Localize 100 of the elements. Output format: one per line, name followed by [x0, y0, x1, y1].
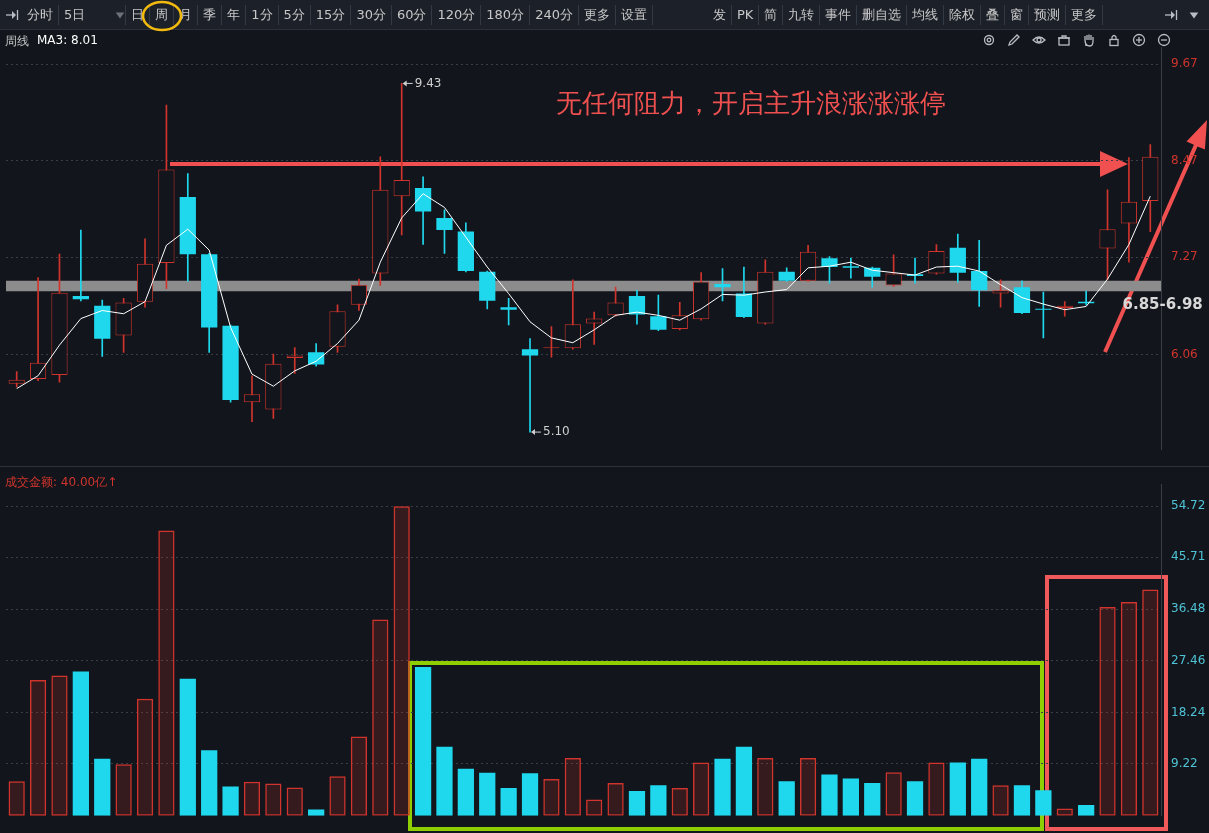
bar: [1056, 808, 1073, 816]
bar: [628, 790, 646, 816]
bar: [414, 666, 432, 816]
text: 周: [150, 4, 175, 25]
y-tick-label: 9.22: [1171, 755, 1198, 770]
bar: [1142, 589, 1159, 816]
bar: [115, 764, 132, 816]
bar: [521, 773, 539, 816]
annotation: 无任何阻力，开启主升浪涨涨涨停: [556, 87, 946, 120]
y-tick-label: 36.48: [1171, 601, 1206, 616]
bar: [1013, 785, 1031, 816]
bar: [457, 768, 474, 816]
bar: [29, 679, 47, 816]
text: PK: [732, 4, 760, 25]
bar: [949, 762, 966, 816]
text: 5分: [278, 4, 311, 25]
bar: [1078, 805, 1095, 816]
candlestick: [8, 371, 25, 388]
bar: [201, 750, 218, 816]
bar: [735, 746, 753, 816]
candlestick: [243, 375, 261, 422]
text: 预测: [1029, 4, 1067, 25]
text: 叠: [981, 4, 1006, 25]
bar: [928, 762, 945, 816]
bar: [222, 786, 239, 816]
text: 发: [708, 4, 732, 25]
bar: [243, 781, 261, 816]
bar: [1099, 606, 1116, 816]
text: 月: [174, 4, 199, 25]
text: 15分: [310, 4, 352, 25]
text: 年: [222, 4, 247, 25]
bar: [372, 619, 389, 816]
bar: [265, 783, 282, 816]
y-tick-label: 54.72: [1171, 498, 1206, 513]
text: 设置: [615, 4, 653, 25]
bar: [286, 787, 303, 816]
bar: [72, 671, 89, 816]
text: 1分: [246, 4, 279, 25]
bar: [671, 788, 688, 816]
text: 180分: [481, 4, 531, 25]
bar: [821, 774, 838, 816]
candlestick: [1120, 157, 1138, 263]
text: 更多: [1066, 4, 1104, 25]
bar: [51, 675, 68, 816]
bar: [992, 785, 1009, 816]
bar: [1120, 601, 1138, 816]
chart-title: 周线: [5, 33, 29, 50]
text: 240分: [530, 4, 579, 25]
bar: [350, 736, 368, 816]
bar: [564, 758, 581, 816]
bar: [799, 758, 817, 816]
y-tick-label: 9.67: [1171, 56, 1198, 71]
bar: [971, 758, 988, 816]
bar: [393, 506, 410, 816]
text: 删自选: [857, 4, 908, 25]
chart-title: 成交金额: 40.00亿↑: [5, 474, 118, 491]
text: 120分: [432, 4, 482, 25]
text: 30分: [351, 4, 392, 25]
candlestick: [842, 257, 859, 279]
text: 60分: [391, 4, 433, 25]
bar: [693, 762, 710, 816]
bar: [885, 772, 902, 816]
text: 事件: [820, 4, 858, 25]
bar: [479, 772, 496, 816]
bar: [329, 776, 346, 816]
bar: [136, 698, 154, 816]
text: 除权: [944, 4, 982, 25]
y-tick-label: 45.71: [1171, 549, 1206, 564]
text: 5日: [59, 4, 127, 25]
bar: [500, 788, 517, 816]
text: 九转: [783, 4, 821, 25]
text: MA3: 8.01: [37, 33, 98, 49]
text: 更多: [578, 4, 616, 25]
bar: [1035, 790, 1052, 816]
y-tick-label: 7.27: [1171, 249, 1198, 264]
bar: [650, 785, 667, 816]
bar: [543, 779, 560, 816]
bar: [179, 678, 196, 816]
bar: [778, 781, 795, 816]
text: 季: [198, 4, 223, 25]
bar: [757, 758, 774, 816]
text: 分时: [22, 4, 59, 25]
annotation: 5.10: [543, 424, 570, 439]
bar: [158, 530, 175, 816]
text: 均线: [907, 4, 945, 25]
bar: [607, 782, 624, 816]
text: 日: [126, 4, 151, 25]
bar: [842, 778, 859, 816]
text: 窗: [1005, 4, 1030, 25]
bar: [436, 746, 453, 816]
y-tick-label: 6.06: [1171, 346, 1198, 361]
annotation: 9.43: [414, 75, 442, 90]
bar: [906, 781, 924, 816]
bar: [8, 781, 25, 816]
text: 简: [759, 4, 784, 25]
candlestick: [72, 229, 89, 302]
bar: [94, 758, 111, 816]
bar: [714, 758, 731, 816]
bar: [864, 782, 881, 816]
y-tick-label: 27.46: [1171, 652, 1206, 667]
